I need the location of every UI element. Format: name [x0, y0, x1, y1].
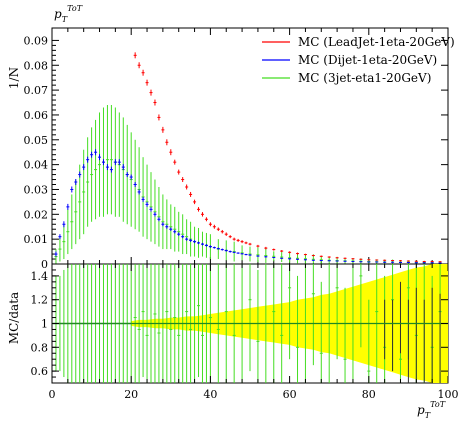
main-ytick-label: 0.04 [24, 159, 49, 172]
ratio-series-dark [384, 281, 441, 383]
x-axis-title: pTToT [417, 400, 446, 420]
main-ytick-label: 0 [41, 258, 48, 271]
x-tick-label: 100 [438, 388, 459, 401]
x-tick-label: 80 [362, 388, 376, 401]
legend-label-dijet: MC (Dijet-1eta-20GeV) [298, 53, 437, 67]
legend-label-leadjet: MC (LeadJet-1eta-20GeV) [298, 35, 455, 49]
ratio-ytick-label: 1 [41, 318, 48, 331]
ratio-plot: 0.6 0.8 1 1.2 1.4 0 20 40 60 80 100 [31, 263, 459, 401]
x-tick-label: 20 [124, 388, 138, 401]
main-ytick-label: 0.02 [24, 208, 49, 221]
main-ylabel: 1/N [7, 67, 21, 89]
series-1 [54, 149, 442, 264]
main-ytick-label: 0.05 [24, 134, 49, 147]
ratio-ytick-label: 1.2 [31, 294, 49, 307]
legend-label-3jet: MC (3jet-eta1-20GeV) [298, 71, 431, 85]
series-0 [133, 52, 442, 263]
x-tick-label: 60 [283, 388, 297, 401]
main-ytick-label: 0.06 [24, 109, 49, 122]
legend: MC (LeadJet-1eta-20GeV) MC (Dijet-1eta-2… [262, 35, 455, 85]
x-tick-label: 0 [49, 388, 56, 401]
ratio-ytick-label: 0.8 [31, 341, 49, 354]
main-ytick-label: 0.01 [24, 233, 49, 246]
main-ytick-label: 0.08 [24, 59, 49, 72]
main-panel-title: pTToT [54, 4, 83, 24]
main-plot: 0 0.01 0.02 0.03 0.04 0.05 0.06 0.07 0.08 0.09 [24, 27, 449, 271]
main-ytick-label: 0.03 [24, 183, 49, 196]
ratio-ytick-label: 0.6 [31, 365, 49, 378]
x-tick-label: 40 [203, 388, 217, 401]
ratio-ytick-label: 1.4 [31, 270, 49, 283]
main-ytick-label: 0.07 [24, 84, 49, 97]
main-ytick-label: 0.09 [24, 34, 49, 47]
ratio-ylabel: MC/data [7, 292, 21, 344]
series-2 [54, 105, 442, 264]
